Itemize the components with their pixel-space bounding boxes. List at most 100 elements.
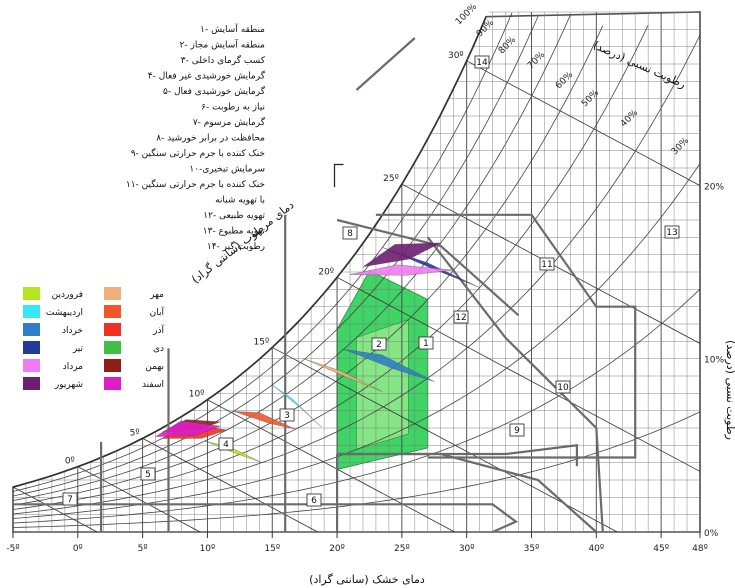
month-polygon-8 <box>233 411 296 430</box>
wet-bulb-line <box>142 438 318 533</box>
month-legend-label: خرداد <box>62 326 83 336</box>
month-swatch-5 <box>23 359 40 372</box>
zone-12-boundary <box>336 218 520 317</box>
wet-bulb-tick-label: 30º <box>448 51 464 61</box>
zone-number-4: 4 <box>223 440 229 450</box>
right-axis-label: 0% <box>704 529 719 539</box>
zone-number-1: 1 <box>423 339 429 349</box>
wet-bulb-tick-label: 15º <box>254 337 270 347</box>
zone-box-6 <box>306 493 322 507</box>
zone-legend-item: ۲- منطقه آسایش مجاز <box>180 39 266 51</box>
zone-number-11: 11 <box>541 260 552 270</box>
zone-legend-item: ۳- کسب گرمای داخلی <box>181 54 266 66</box>
zone-8-arrow <box>333 163 344 188</box>
zone-number-3: 3 <box>284 411 290 421</box>
month-swatch-11 <box>104 359 121 372</box>
zone-box-14 <box>474 55 490 69</box>
month-legend-label: مهر <box>149 290 164 300</box>
month-polygon-7 <box>304 358 383 392</box>
zone-number-9: 9 <box>514 426 520 436</box>
zone-legend-item: ۹- خنک کننده با جرم حرارتی سنگین <box>131 147 265 159</box>
zone-box-10 <box>555 380 571 394</box>
month-legend-label: دی <box>153 344 164 354</box>
rh-curve <box>12 288 701 524</box>
month-polygon-12 <box>155 420 221 437</box>
month-legend-label: شهریور <box>54 380 83 390</box>
zone-legend-item: ۱۲- تهویه طبیعی <box>203 211 265 221</box>
month-polygon-3 <box>343 349 435 382</box>
zone-box-3 <box>279 408 295 422</box>
x-tick-label: -5º <box>6 544 19 554</box>
zone-legend-item: ۱- منطقه آسایش <box>200 23 265 35</box>
zone-legend-item: با تهویه شبانه <box>215 196 265 206</box>
month-legend-label: مرداد <box>63 362 83 372</box>
right-axis-label: 20% <box>704 182 724 192</box>
month-swatch-8 <box>104 305 121 318</box>
zone-box-1 <box>418 336 434 350</box>
rh-curve <box>12 12 513 492</box>
rh-curve <box>12 14 571 501</box>
zone-legend-item: ۱۰-سرمایش تبخیری <box>189 165 265 175</box>
zone-number-13: 13 <box>666 228 677 238</box>
x-tick-label: 15º <box>264 544 280 554</box>
zone-10-evaporative-boundary <box>426 236 604 533</box>
zone-legend-item: ۱۳- تهویه مطبوع <box>203 227 266 237</box>
zone-14-boundary <box>355 37 416 91</box>
wet-bulb-tick-label: 5º <box>130 428 140 438</box>
wet-bulb-tick-label: 0º <box>65 457 75 467</box>
rh-curve-label: 90% <box>475 18 497 40</box>
rh-curve <box>12 16 487 488</box>
month-swatch-12 <box>104 377 121 390</box>
zone-number-5: 5 <box>145 470 151 480</box>
x-tick-label: 30º <box>459 544 475 554</box>
month-swatch-4 <box>23 341 40 354</box>
month-swatch-6 <box>23 377 40 390</box>
rh-curve-label: 80% <box>497 35 519 57</box>
month-legend-label: آذر <box>152 324 164 336</box>
zone-11-boundary <box>375 213 637 459</box>
zone-number-12: 12 <box>455 313 466 323</box>
zone-box-2 <box>371 337 387 351</box>
x-axis-title: دمای خشک (سانتی گراد) <box>309 573 425 586</box>
zone-9-boundary <box>337 444 578 467</box>
right-axis-title: رطوبت نسبی (درصد) <box>724 340 735 440</box>
zone-number-14: 14 <box>476 58 488 68</box>
wet-bulb-tick-label: 20º <box>318 267 334 277</box>
zone-legend-item: ۵- گرمایش خورشیدی فعال <box>163 85 266 97</box>
x-tick-label: 25º <box>394 544 410 554</box>
zone-box-12 <box>453 310 469 324</box>
rh-curve-label: 30% <box>670 136 692 158</box>
month-polygon-6 <box>362 242 441 267</box>
wet-bulb-tick-label: 25º <box>383 174 399 184</box>
wet-bulb-line <box>272 347 618 533</box>
zone-number-7: 7 <box>67 495 73 505</box>
x-tick-label: 10º <box>200 544 216 554</box>
x-tick-label: 0º <box>73 544 83 554</box>
wet-bulb-line <box>207 399 455 533</box>
zone-number-10: 10 <box>557 383 569 393</box>
month-legend-label: اردیبهشت <box>46 308 83 318</box>
x-tick-label: 5º <box>138 544 148 554</box>
x-tick-label: 45º <box>653 544 669 554</box>
zone-box-7 <box>62 492 78 506</box>
zone-number-6: 6 <box>311 496 317 506</box>
month-legend-label: فروردین <box>52 290 83 300</box>
wet-bulb-line <box>336 276 701 472</box>
month-polygon-2 <box>272 384 322 428</box>
month-swatch-2 <box>23 305 40 318</box>
rh-title: رطوبت نسبی (درصد) <box>591 39 688 92</box>
rh-curve-label: 100% <box>454 2 480 28</box>
month-polygon-5 <box>349 264 454 276</box>
zone-box-11 <box>539 257 555 271</box>
zone-legend-item: ۱۴- رطوبت گیر <box>207 240 265 252</box>
zone-6-boundary <box>13 503 519 534</box>
month-legend-label: تیر <box>72 344 84 354</box>
rh-curve <box>12 163 701 519</box>
month-swatch-1 <box>23 287 40 300</box>
wet-bulb-tick-label: 10º <box>189 390 205 400</box>
right-axis-label: 10% <box>704 356 724 366</box>
zone-box-4 <box>218 437 234 451</box>
month-swatch-3 <box>23 323 40 336</box>
